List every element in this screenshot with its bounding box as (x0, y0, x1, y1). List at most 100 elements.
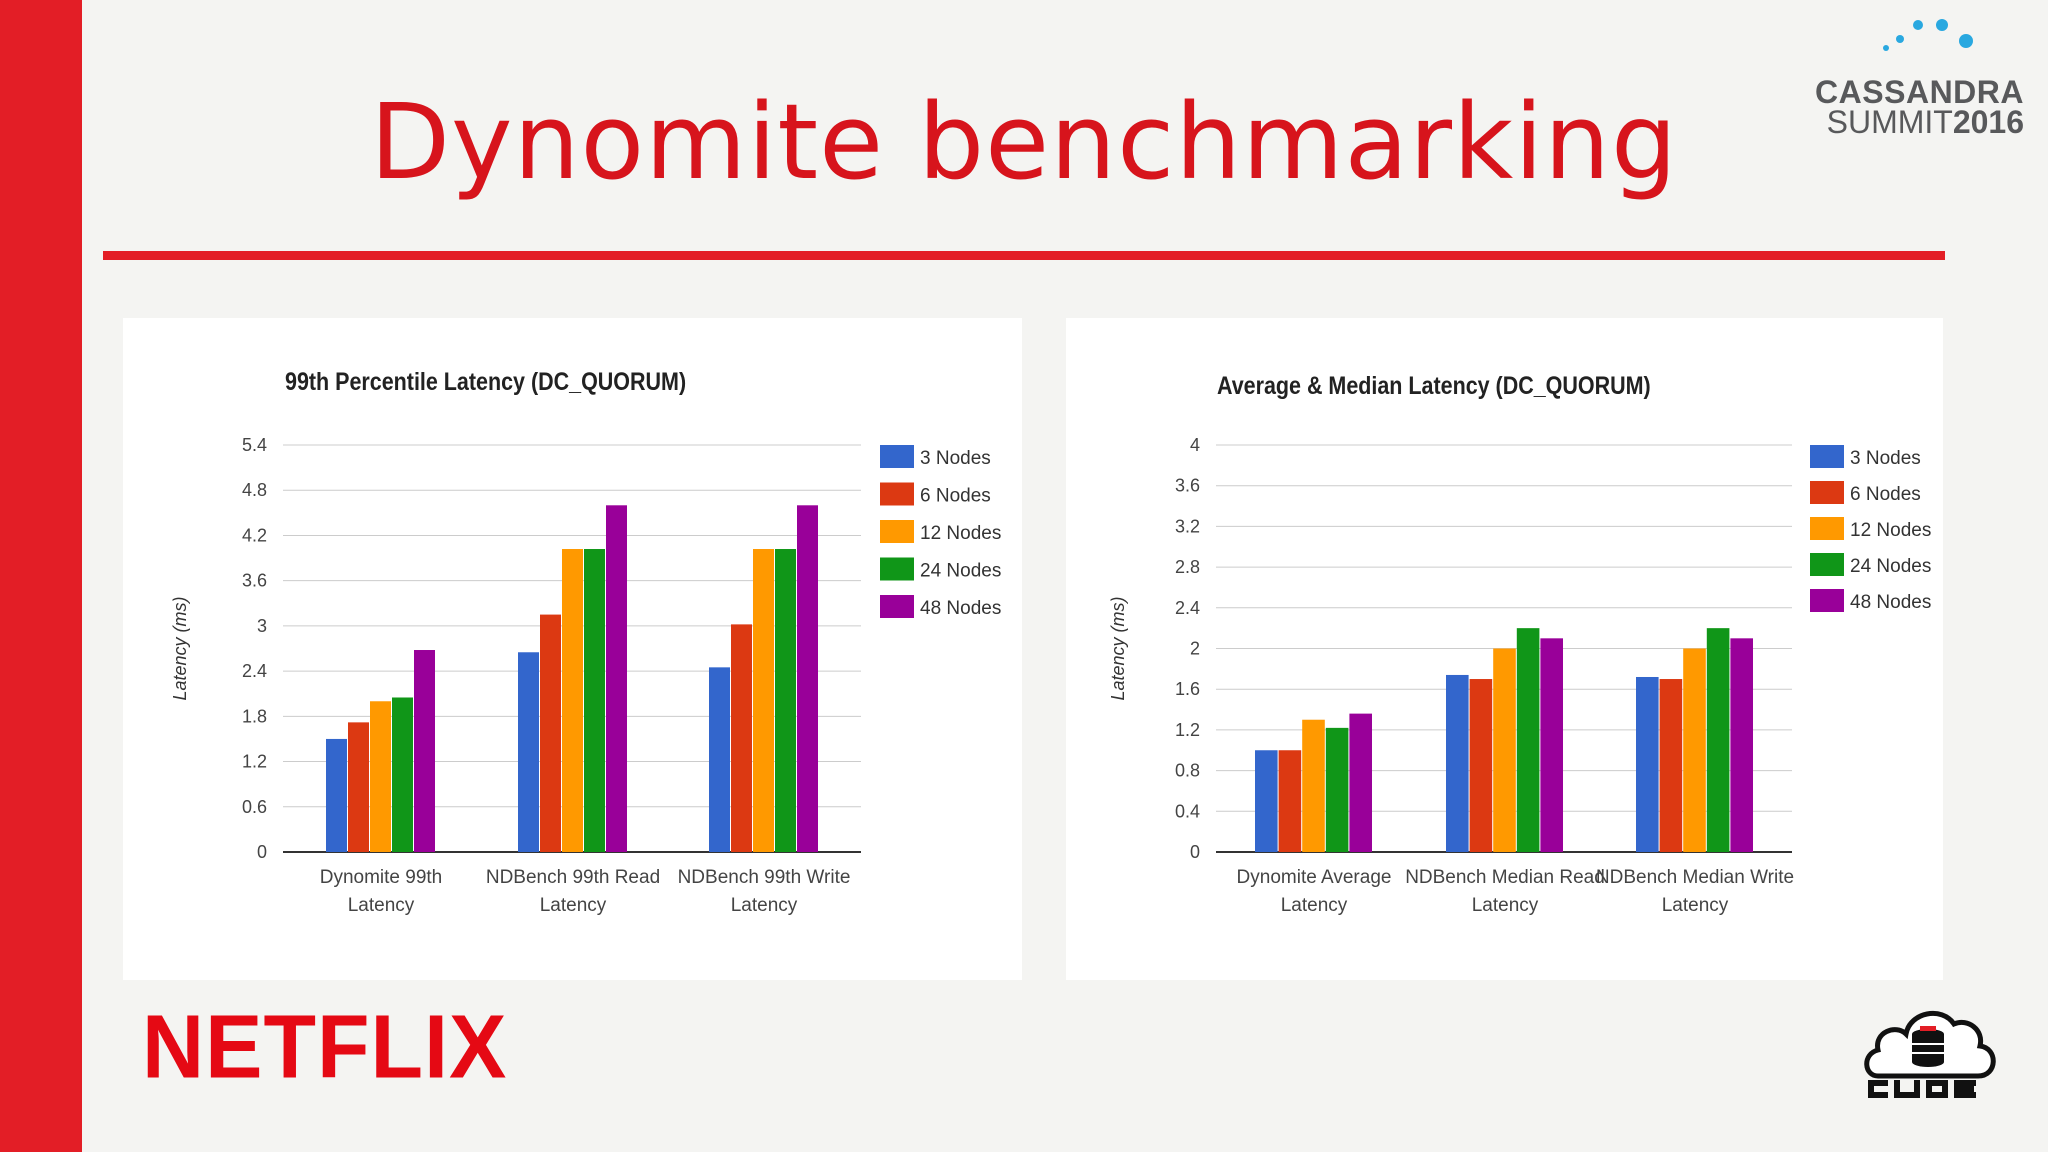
y-tick-label: 2 (1190, 639, 1200, 659)
legend-label: 6 Nodes (920, 486, 991, 507)
y-tick-label: 4 (1190, 435, 1200, 455)
bar (326, 738, 347, 852)
y-tick-label: 0.4 (1175, 801, 1200, 821)
y-tick-label: 0.6 (242, 797, 267, 817)
legend-swatch (880, 595, 914, 618)
y-tick-label: 2.4 (242, 661, 267, 681)
bar (518, 652, 539, 852)
legend-swatch (880, 557, 914, 581)
chart-average-median: Average & Median Latency (DC_QUORUM) 0 0.4… (1108, 371, 1931, 916)
y-tick-label: 1.2 (1175, 720, 1200, 740)
bar (1469, 679, 1493, 852)
y-tick-label: 0 (257, 842, 267, 862)
bar (392, 697, 413, 852)
x-tick-label: NDBench Median Write (1596, 867, 1794, 888)
title-divider (103, 251, 1945, 260)
slide-title: Dynomite benchmarking (369, 81, 1679, 203)
x-tick-label: Latency (731, 895, 798, 916)
chart-title: Average & Median Latency (DC_QUORUM) (1217, 371, 1651, 399)
bar (370, 701, 391, 852)
legend-swatch (1810, 589, 1844, 612)
legend-label: 3 Nodes (1850, 448, 1921, 469)
y-tick-label: 1.6 (1175, 679, 1200, 699)
legend-swatch (1810, 553, 1844, 576)
logo-summit-text: SUMMIT2016 (1827, 106, 2024, 138)
logo-year: 2016 (1952, 104, 2024, 140)
y-tick-label: 4.2 (242, 525, 267, 545)
x-tick-label: Latency (1662, 895, 1729, 916)
chart-panel-right: Average & Median Latency (DC_QUORUM) 0 0.4… (1066, 318, 1943, 980)
legend-swatch (880, 482, 914, 506)
netflix-logo: NETFLIX (142, 996, 508, 1098)
y-tick-label: 2.4 (1175, 598, 1200, 618)
y-tick-label: 0 (1190, 842, 1200, 862)
bar (775, 549, 796, 852)
bar (1349, 713, 1372, 852)
y-tick-label: 1.2 (242, 752, 267, 772)
legend-label: 48 Nodes (920, 598, 1001, 619)
y-tick-label: 1.8 (242, 706, 267, 726)
bar (731, 624, 752, 852)
bar (348, 722, 369, 852)
bar (797, 505, 818, 852)
bar (1659, 679, 1683, 852)
left-accent-bar (0, 0, 82, 1152)
chart-99th-percentile: 99th Percentile Latency (DC_QUORUM) 0 0.6 1… (170, 367, 1001, 916)
x-tick-label: Dynomite 99th (320, 867, 443, 888)
legend-swatch (880, 445, 914, 468)
y-tick-label: 0.8 (1175, 761, 1200, 781)
bar (1706, 628, 1730, 852)
legend-label: 48 Nodes (1850, 592, 1931, 613)
chart-title: 99th Percentile Latency (DC_QUORUM) (285, 367, 686, 395)
y-tick-label: 2.8 (1175, 557, 1200, 577)
bar (1493, 648, 1516, 852)
bar (562, 549, 583, 852)
legend-label: 12 Nodes (1850, 520, 1931, 541)
x-tick-label: Latency (1472, 895, 1539, 916)
legend-label: 24 Nodes (1850, 556, 1931, 577)
logo-dots-icon (1883, 19, 1973, 51)
legend-label: 24 Nodes (920, 561, 1001, 582)
bar (1302, 719, 1325, 852)
bar (1730, 638, 1753, 852)
legend-swatch (1810, 517, 1844, 540)
y-tick-label: 4.8 (242, 480, 267, 500)
legend-swatch (1810, 481, 1844, 504)
bar (584, 549, 605, 852)
legend-swatch (880, 520, 914, 543)
bar (540, 614, 561, 852)
logo-summit-word: SUMMIT (1826, 104, 1953, 140)
y-axis-label: Latency (ms) (170, 596, 190, 700)
y-tick-label: 3 (257, 616, 267, 636)
logo-cassandra-text: CASSANDRA (1815, 74, 2024, 110)
bar (1683, 648, 1706, 852)
y-tick-label: 3.6 (1175, 476, 1200, 496)
bar (1540, 638, 1563, 852)
bar (1278, 750, 1302, 852)
bar (1636, 676, 1659, 852)
bar (414, 650, 435, 852)
x-tick-label: Dynomite Average (1237, 867, 1392, 888)
x-tick-label: NDBench Median Read (1405, 867, 1605, 888)
legend-label: 12 Nodes (920, 523, 1001, 544)
cassandra-summit-logo: CASSANDRA SUMMIT2016 (1815, 14, 2038, 138)
chart-panel-left: 99th Percentile Latency (DC_QUORUM) 0 0.6 1… (123, 318, 1022, 980)
bar (1516, 628, 1540, 852)
bar (1255, 750, 1278, 852)
x-tick-label: Latency (540, 895, 607, 916)
y-tick-label: 5.4 (242, 435, 267, 455)
cloud-database-icon (1864, 1011, 1996, 1098)
y-axis-label: Latency (ms) (1108, 596, 1128, 700)
y-tick-label: 3.2 (1175, 516, 1200, 536)
bar (1325, 727, 1349, 852)
bar (709, 667, 730, 852)
bar (1446, 674, 1469, 852)
legend-swatch (1810, 445, 1844, 468)
x-tick-label: Latency (348, 895, 415, 916)
y-tick-label: 3.6 (242, 571, 267, 591)
legend-label: 3 Nodes (920, 448, 991, 469)
bar (753, 549, 774, 852)
bar (606, 505, 627, 852)
x-tick-label: NDBench 99th Read (486, 867, 660, 888)
legend-label: 6 Nodes (1850, 484, 1921, 505)
